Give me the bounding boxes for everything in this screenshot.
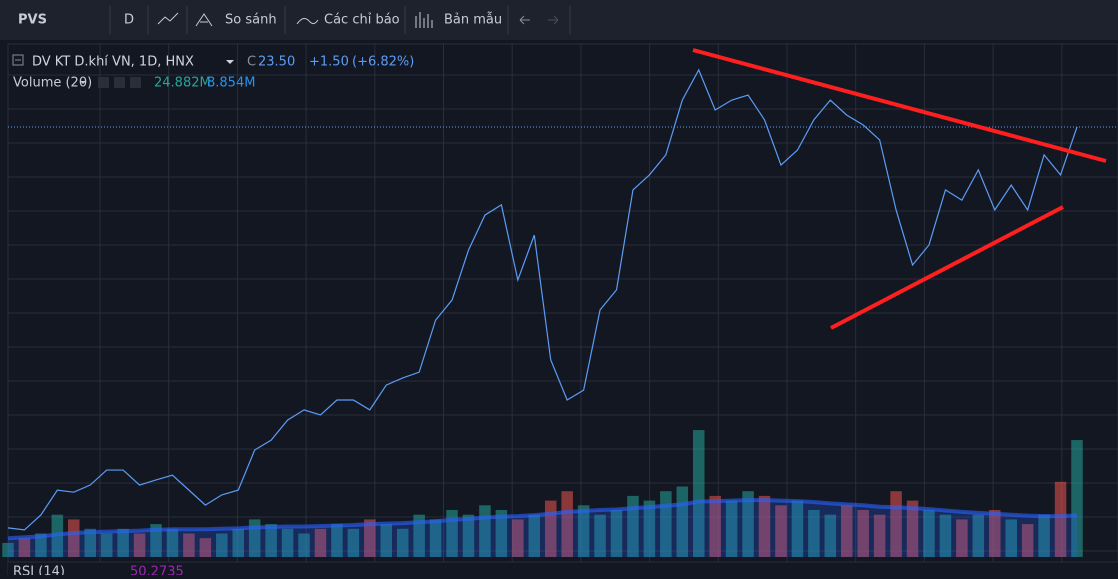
series-title[interactable]: DV KT D.khí VN, 1D, HNX <box>32 55 194 70</box>
volume-bar <box>199 538 212 557</box>
volume-bar <box>660 491 672 557</box>
volume-bar <box>495 510 508 557</box>
volume-bar <box>989 510 1001 557</box>
volume-bar <box>150 524 162 557</box>
symbol[interactable]: PVS <box>18 13 47 28</box>
volume-bar <box>857 510 869 557</box>
volume-ma-area <box>8 500 1077 557</box>
volume-bar <box>758 495 771 557</box>
volume-bar <box>1038 514 1050 557</box>
trend-line-upper[interactable] <box>692 48 1107 163</box>
volume-bar <box>84 528 96 557</box>
close-value: 23.50 <box>258 55 295 70</box>
volume-bar <box>873 514 886 557</box>
volume-bar <box>347 528 360 557</box>
volume-bar <box>281 528 294 557</box>
volume-bar <box>692 430 705 557</box>
interval[interactable]: D <box>124 13 134 28</box>
volume-bar <box>577 505 590 557</box>
volume-bar <box>364 519 376 557</box>
volume-bar <box>117 528 129 557</box>
volume-bar <box>183 533 195 557</box>
collapse-button[interactable] <box>12 54 24 66</box>
volume-bar <box>100 533 113 557</box>
volume-bar <box>1071 440 1083 557</box>
volume-bar <box>265 524 277 557</box>
volume-bar <box>1054 481 1067 557</box>
volume-bar <box>956 519 968 557</box>
rsi-value: 50.2735 <box>130 565 184 576</box>
volume-bar <box>923 510 935 557</box>
rsi-title[interactable]: RSI (14) <box>13 565 65 579</box>
volume-bar <box>331 524 343 557</box>
price-line <box>7 68 1078 531</box>
volume-value: 24.882M <box>154 76 211 91</box>
chart-style-icon[interactable] <box>157 12 179 25</box>
volume-bar <box>906 500 919 557</box>
volume-ma-line <box>7 498 1078 541</box>
redo-button[interactable] <box>548 15 559 25</box>
volume-bar <box>298 533 310 557</box>
settings-button[interactable] <box>114 77 125 88</box>
toolbar <box>0 0 1118 40</box>
trend-line-lower[interactable] <box>830 205 1064 330</box>
volume-bar <box>709 495 721 557</box>
volume-bar <box>939 514 952 557</box>
volume-bar <box>314 528 327 557</box>
templates-button[interactable]: Bản mẫu <box>444 13 502 28</box>
volume-bar <box>446 510 458 557</box>
volume-bar <box>2 542 14 557</box>
volume-bar <box>627 495 639 557</box>
volume-bar <box>840 505 853 557</box>
volume-bar <box>594 514 606 557</box>
chart-pane <box>7 43 1118 576</box>
volume-bar <box>232 528 245 557</box>
volume-bar <box>166 528 179 557</box>
volume-bar <box>643 500 656 557</box>
volume-bar <box>18 538 31 557</box>
volume-bar <box>824 514 837 557</box>
change-percent: (+6.82%) <box>352 55 414 70</box>
volume-bar <box>216 533 228 557</box>
volume-bar <box>610 510 623 557</box>
volume-bar <box>380 524 393 557</box>
volume-bar <box>429 519 442 557</box>
close-label: C <box>247 55 256 70</box>
volume-bar <box>512 519 524 557</box>
volume-bar <box>775 505 787 557</box>
undo-button[interactable] <box>519 15 530 25</box>
volume-bar <box>544 500 557 557</box>
volume-bar <box>890 491 902 557</box>
compare-icon[interactable] <box>195 13 213 27</box>
volume-bar <box>676 486 689 557</box>
volume-bar <box>479 505 491 557</box>
change: +1.50 <box>309 55 349 70</box>
compare-button[interactable]: So sánh <box>225 13 277 28</box>
volume-ma-value: 8.854M <box>207 76 255 91</box>
indicators-button[interactable]: Các chỉ báo <box>324 13 400 28</box>
volume-bar <box>725 500 738 557</box>
indicators-icon[interactable] <box>296 18 319 25</box>
volume-title[interactable]: Volume (20) <box>13 76 92 91</box>
remove-button[interactable] <box>130 77 141 88</box>
volume-bar <box>972 514 985 557</box>
volume-bar <box>1021 524 1034 557</box>
templates-icon[interactable] <box>415 12 433 28</box>
volume-bar <box>413 514 425 557</box>
volume-bar <box>742 491 754 557</box>
volume-bar <box>396 528 409 557</box>
volume-bar <box>248 519 261 557</box>
volume-bar <box>528 514 541 557</box>
volume-bar <box>791 500 804 557</box>
volume-bar <box>68 519 80 557</box>
volume-bar <box>1005 519 1017 557</box>
eye-button[interactable] <box>98 77 109 88</box>
volume-bar <box>462 514 475 557</box>
volume-bar <box>35 533 47 557</box>
volume-bar <box>808 510 820 557</box>
volume-bar <box>561 491 573 557</box>
volume-bar <box>133 533 146 557</box>
